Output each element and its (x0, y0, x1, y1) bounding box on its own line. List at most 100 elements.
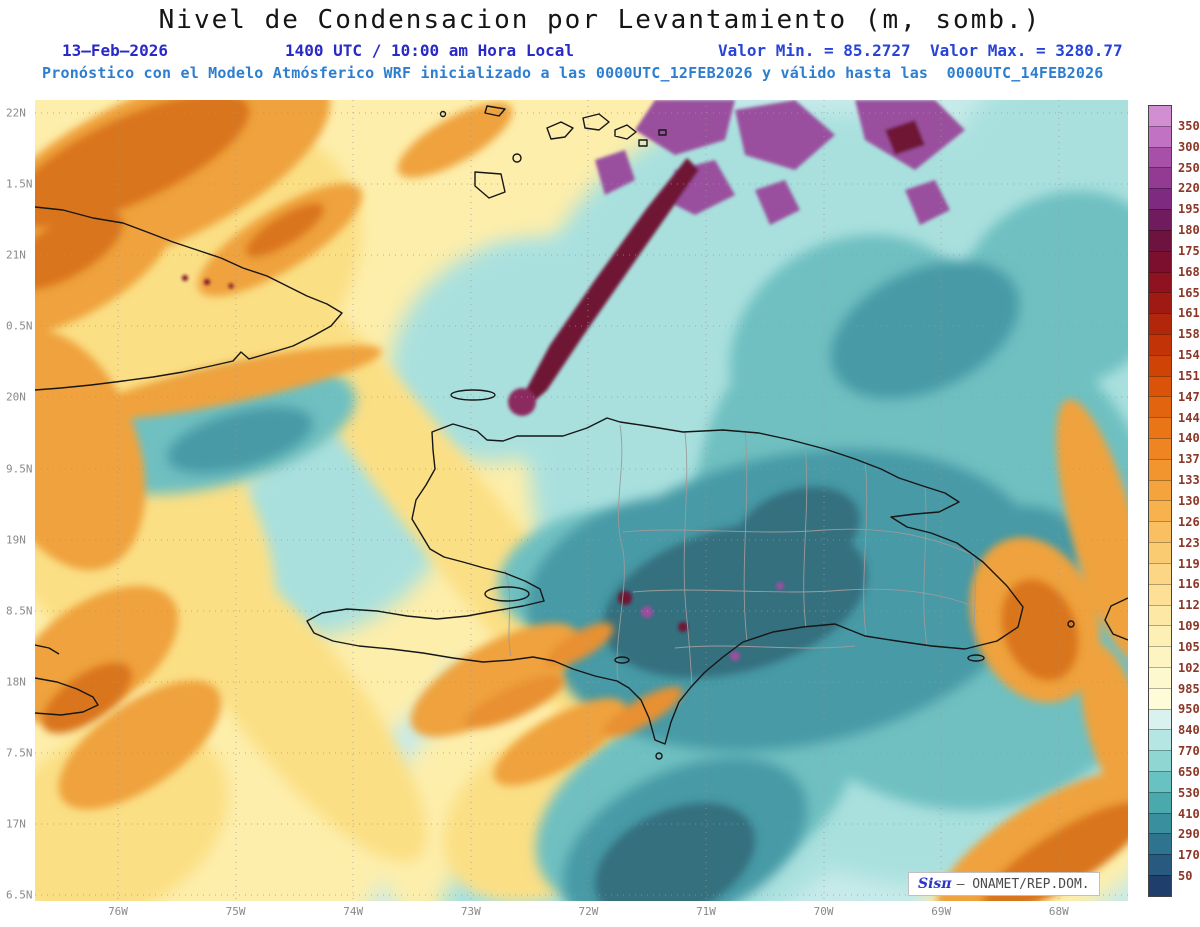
colorbar-tick-label: 1800 (1178, 223, 1200, 238)
tortuga-island (450, 389, 496, 401)
colorbar-tick-label: 950 (1178, 702, 1200, 717)
colorbar-tick-label: 1950 (1178, 202, 1200, 217)
colorbar-segment (1149, 229, 1171, 251)
colorbar-segment (1149, 292, 1171, 314)
lat-tick-label: 7.5N (6, 746, 33, 760)
colorbar-tick-label: 1195 (1178, 556, 1200, 571)
colorbar-segment (1149, 833, 1171, 855)
lon-tick-label: 71W (696, 905, 716, 918)
great-inagua-island (474, 171, 506, 199)
lon-tick-label: 76W (108, 905, 128, 918)
colorbar-segment (1149, 625, 1171, 647)
lake-enriquillo (614, 656, 630, 664)
colorbar-segment (1149, 750, 1171, 771)
colorbar-tick-label: 1335 (1178, 473, 1200, 488)
page-title: Nivel de Condensacion por Levantamiento … (158, 5, 1042, 35)
colorbar-segment (1149, 458, 1171, 480)
weather-map (35, 100, 1128, 901)
colorbar-tick-label: 530 (1178, 785, 1200, 800)
colorbar-segment (1149, 209, 1171, 230)
colorbar-tick-label: 1020 (1178, 660, 1200, 675)
colorbar-segment (1149, 666, 1171, 688)
colorbar-tick-label: 1370 (1178, 452, 1200, 467)
colorbar-segment (1149, 250, 1171, 272)
colorbar-segment (1149, 167, 1171, 189)
colorbar-segment (1149, 687, 1171, 709)
colorbar-segment (1149, 791, 1171, 813)
colorbar-segment (1149, 417, 1171, 438)
field-teal-darkest (594, 486, 867, 901)
colorbar-tick-label: 1055 (1178, 639, 1200, 654)
lat-tick-label: 9.5N (6, 462, 33, 475)
lon-tick-label: 74W (343, 905, 364, 918)
colorbar-segment (1149, 604, 1171, 626)
lon-tick-label: 70W (813, 905, 834, 918)
colorbar-tick-label: 1685 (1178, 264, 1200, 279)
colorbar-tick-label: 1405 (1178, 431, 1200, 446)
mayaguana-island (484, 105, 506, 117)
min-value-label: Valor Min. = 85.2727 (718, 41, 911, 60)
max-value-label: Valor Max. = 3280.77 (930, 41, 1123, 60)
colorbar-tick-label: 1545 (1178, 348, 1200, 363)
colorbar-segment (1149, 812, 1171, 834)
colorbar-tick-label: 1265 (1178, 514, 1200, 529)
colorbar-tick-label: 985 (1178, 681, 1200, 696)
colorbar-segment (1149, 583, 1171, 605)
colorbar-tick-label: 1090 (1178, 619, 1200, 634)
gridlines (35, 100, 1128, 901)
colorbar-segment (1149, 521, 1171, 543)
colorbar-segment (1149, 500, 1171, 522)
gonave-island (484, 586, 530, 602)
credit-brand: Sisπ (918, 876, 952, 892)
colorbar-segment (1149, 375, 1171, 397)
colorbar-tick-label: 3000 (1178, 139, 1200, 154)
colorbar-segment (1149, 562, 1171, 584)
colorbar-tick-label: 1615 (1178, 306, 1200, 321)
colorbar-tick-label: 1300 (1178, 494, 1200, 508)
colorbar (1148, 105, 1172, 897)
time-label: 1400 UTC / 10:00 am Hora Local (285, 41, 574, 60)
colorbar-tick-label: 840 (1178, 723, 1200, 738)
colorbar-segment (1149, 333, 1171, 355)
lon-tick-label: 68W (1048, 905, 1069, 918)
colorbar-tick-label: 1475 (1178, 389, 1200, 404)
date-label: 13–Feb–2026 (62, 41, 168, 60)
colorbar-tick-label: 410 (1178, 806, 1200, 821)
saona-island (967, 654, 985, 662)
lon-tick-label: 69W (931, 905, 952, 918)
hispaniola-coast (306, 417, 1024, 745)
mona-island (1067, 620, 1075, 628)
colorbar-tick-label: 1650 (1178, 285, 1200, 300)
credit-badge: Sisπ — ONAMET/REP.DOM. (908, 872, 1100, 896)
colorbar-tick-label: 1440 (1178, 410, 1200, 425)
lat-tick-label: 21N (6, 248, 26, 262)
colorbar-segment (1149, 188, 1171, 210)
colorbar-segment (1149, 771, 1171, 792)
lat-tick-label: 8.5N (6, 604, 33, 618)
lon-tick-label: 75W (225, 905, 246, 918)
lat-tick-label: 22N (6, 106, 26, 120)
colorbar-segment (1149, 646, 1171, 667)
colorbar-tick-label: 770 (1178, 744, 1200, 759)
colorbar-tick-label: 2200 (1178, 181, 1200, 196)
colorbar-segment (1149, 438, 1171, 459)
colorbar-segment (1149, 271, 1171, 293)
colorbar-tick-label: 1230 (1178, 535, 1200, 550)
field-purple (182, 100, 965, 661)
colorbar-segment (1149, 729, 1171, 751)
province-borders (504, 424, 984, 687)
colorbar-tick-label: 650 (1178, 764, 1200, 779)
lat-tick-label: 19N (6, 533, 26, 547)
colorbar-segment (1149, 313, 1171, 334)
colorbar-segment (1149, 875, 1171, 896)
lat-tick-label: 1.5N (6, 177, 33, 191)
beata-island (655, 752, 663, 760)
colorbar-segment (1149, 396, 1171, 418)
colorbar-tick-label: 1510 (1178, 368, 1200, 383)
colorbar-tick-label: 1750 (1178, 243, 1200, 258)
lon-tick-label: 73W (460, 905, 481, 918)
colorbar-tick-label: 1580 (1178, 327, 1200, 342)
lat-tick-label: 18N (6, 675, 26, 689)
lat-tick-label: 0.5N (6, 319, 33, 333)
